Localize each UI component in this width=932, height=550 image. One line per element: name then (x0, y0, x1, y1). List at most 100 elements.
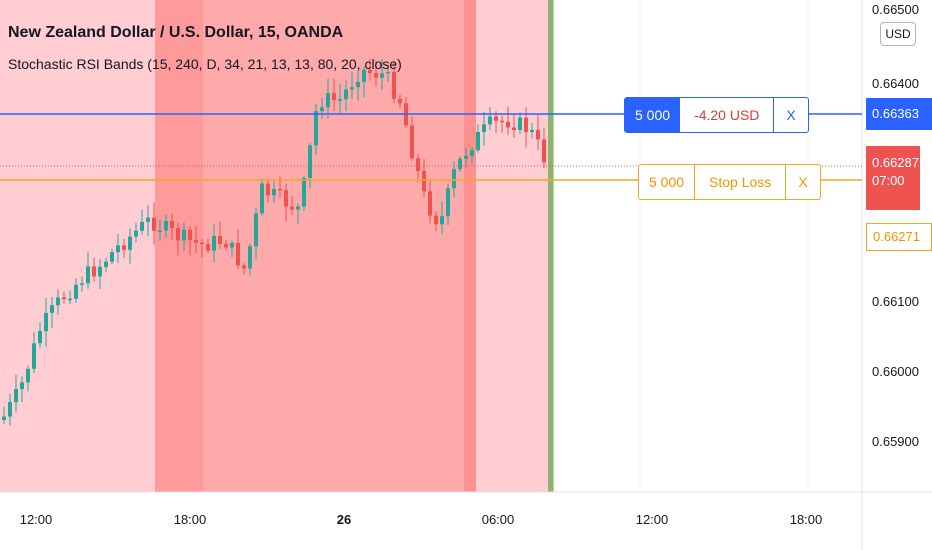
candle-body (206, 244, 210, 251)
candle-body (434, 215, 438, 225)
stop-loss-order[interactable]: 5 000 Stop Loss X (638, 164, 821, 200)
candle-body (236, 242, 240, 266)
candle-body (308, 145, 312, 179)
candle-body (302, 178, 306, 207)
bar-countdown: 07:00 (872, 173, 905, 188)
last-price-value: 0.66287 (872, 155, 919, 170)
candle-body (110, 252, 114, 262)
candle-body (452, 169, 456, 189)
price-tick: 0.66500 (872, 2, 919, 17)
candle-body (8, 402, 12, 417)
candle-body (530, 129, 534, 133)
stop-loss-price-tag: 0.66271 (866, 223, 932, 251)
candle-body (470, 150, 474, 157)
candle-body (284, 190, 288, 207)
price-tick: 0.66400 (872, 76, 919, 91)
last-price-tag: 0.66287 07:00 (866, 146, 920, 210)
candle-body (98, 266, 102, 277)
time-tick-day: 26 (336, 512, 352, 527)
candle-body (380, 73, 384, 78)
order-type-label[interactable]: Stop Loss (695, 165, 787, 199)
candle-body (344, 89, 348, 100)
last-bar-marker (548, 0, 554, 492)
candle-body (200, 242, 204, 245)
candle-body (86, 266, 90, 284)
candle-body (260, 183, 264, 214)
candle-body (506, 121, 510, 128)
candle-body (410, 125, 414, 159)
candle-body (542, 139, 546, 163)
candle-body (2, 416, 6, 420)
currency-button[interactable]: USD (880, 22, 916, 46)
candle-body (194, 239, 198, 243)
grid (553, 0, 809, 492)
candle-body (146, 217, 150, 222)
candle-body (104, 261, 108, 267)
candle-body (188, 229, 192, 240)
time-tick: 12:00 (19, 512, 53, 527)
candle-body (80, 283, 84, 285)
candle-body (392, 71, 396, 99)
close-order-button[interactable]: X (786, 107, 796, 123)
candle-body (482, 124, 486, 133)
candle-body (440, 216, 444, 225)
candle-body (92, 266, 96, 277)
take-profit-order[interactable]: 5 000 -4.20 USD X (624, 97, 809, 133)
candle-body (362, 69, 366, 82)
price-tick: 0.65900 (872, 434, 919, 449)
candle-body (464, 156, 468, 159)
candle-body (218, 235, 222, 244)
price-tick: 0.66100 (872, 294, 919, 309)
candle-body (296, 206, 300, 210)
candle-body (428, 191, 432, 216)
order-pnl[interactable]: -4.20 USD (680, 98, 775, 132)
take-profit-price-tag: 0.66363 (866, 98, 932, 130)
close-order-button[interactable]: X (798, 174, 808, 190)
price-tick: 0.66000 (872, 364, 919, 379)
candle-body (170, 221, 174, 229)
candle-body (332, 93, 336, 100)
time-tick: 18:00 (789, 512, 823, 527)
candle-body (32, 343, 36, 369)
candle-body (356, 81, 360, 88)
candle-body (536, 129, 540, 140)
candle-body (182, 229, 186, 241)
symbol-title: New Zealand Dollar / U.S. Dollar, 15, OA… (8, 24, 344, 41)
candle-body (116, 245, 120, 253)
time-tick: 06:00 (481, 512, 515, 527)
candle-body (500, 120, 504, 123)
signal-band-mid (203, 0, 473, 492)
candle-body (476, 132, 480, 151)
candle-body (74, 284, 78, 299)
time-tick: 12:00 (635, 512, 669, 527)
candle-body (488, 116, 492, 125)
candle-body (62, 297, 66, 300)
candle-body (272, 188, 276, 196)
candle-body (128, 236, 132, 250)
candle-body (422, 171, 426, 192)
candle-body (176, 228, 180, 241)
candle-body (44, 312, 48, 332)
signal-band-dark (464, 0, 476, 492)
candle-body (164, 221, 168, 231)
order-quantity[interactable]: 5 000 (639, 165, 696, 199)
candle-body (266, 183, 270, 196)
candle-body (224, 243, 228, 248)
order-quantity[interactable]: 5 000 (625, 98, 681, 132)
indicator-legend[interactable]: Stochastic RSI Bands (15, 240, D, 34, 21… (8, 56, 402, 72)
candle-body (56, 297, 60, 306)
candle-body (140, 221, 144, 231)
candle-body (230, 242, 234, 248)
candle-body (446, 188, 450, 217)
candle-body (152, 217, 156, 231)
candle-body (20, 382, 24, 390)
candle-body (212, 235, 216, 251)
candle-body (350, 87, 354, 90)
candle-body (494, 116, 498, 121)
candle-body (524, 117, 528, 133)
candle-body (368, 69, 372, 73)
candle-body (338, 99, 342, 101)
candle-body (512, 127, 516, 131)
